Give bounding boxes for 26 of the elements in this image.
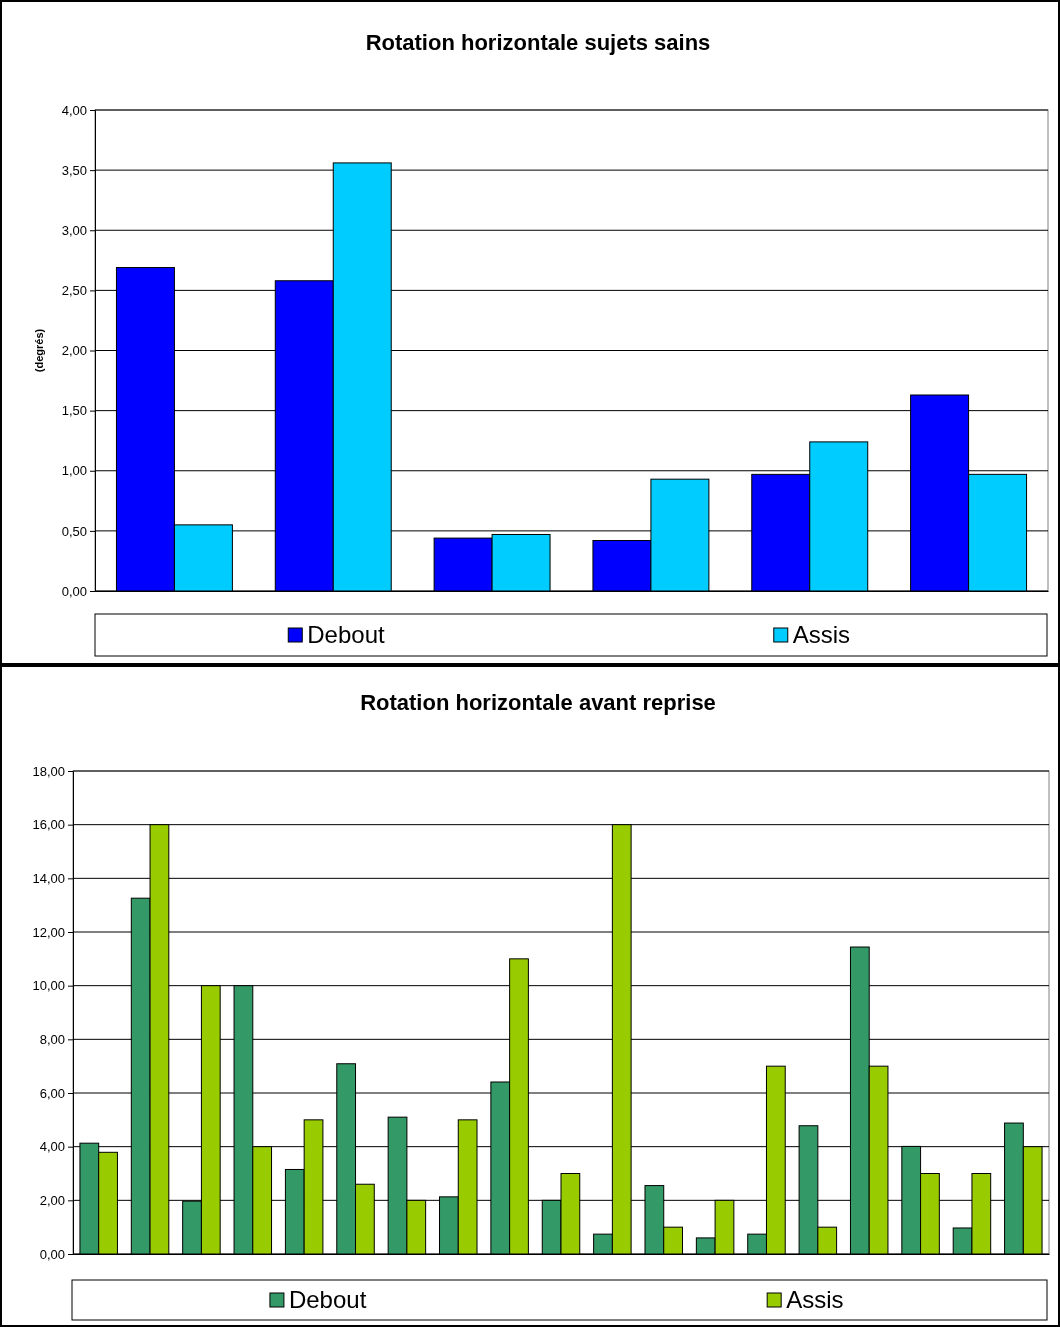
y-tick-label: 0,00 [61, 583, 87, 599]
y-tick-label: 10,00 [32, 978, 65, 994]
y-axis-title: (degrés) [33, 328, 45, 373]
y-tick-label: 6,00 [39, 1085, 65, 1101]
y-tick-label: 18,00 [32, 763, 65, 779]
y-tick-label: 8,00 [39, 1031, 65, 1047]
y-tick-label: 4,00 [39, 1139, 65, 1155]
legend-label: Assis [792, 621, 851, 648]
legend-label: Debout [307, 621, 385, 648]
y-tick-label: 1,00 [61, 463, 87, 479]
legend-label: Debout [288, 1286, 367, 1313]
y-tick-label: 12,00 [32, 924, 65, 940]
y-tick-label: 2,00 [39, 1192, 65, 1208]
y-tick-label: 14,00 [32, 870, 65, 886]
y-tick-label: 2,00 [61, 343, 87, 359]
y-tick-label: 1,50 [61, 403, 87, 419]
y-tick-label: 0,50 [61, 523, 87, 539]
y-tick-label: 2,50 [61, 283, 87, 299]
y-tick-label: 16,00 [32, 817, 65, 833]
chart-title: Rotation horizontale sujets sains [365, 30, 711, 55]
legend-label: Assis [786, 1286, 844, 1313]
y-tick-label: 4,00 [61, 102, 87, 118]
y-tick-label: 0,00 [39, 1246, 65, 1262]
y-tick-label: 3,00 [61, 222, 87, 238]
y-tick-label: 3,50 [61, 162, 87, 178]
chart-title: Rotation horizontale avant reprise [360, 690, 716, 715]
